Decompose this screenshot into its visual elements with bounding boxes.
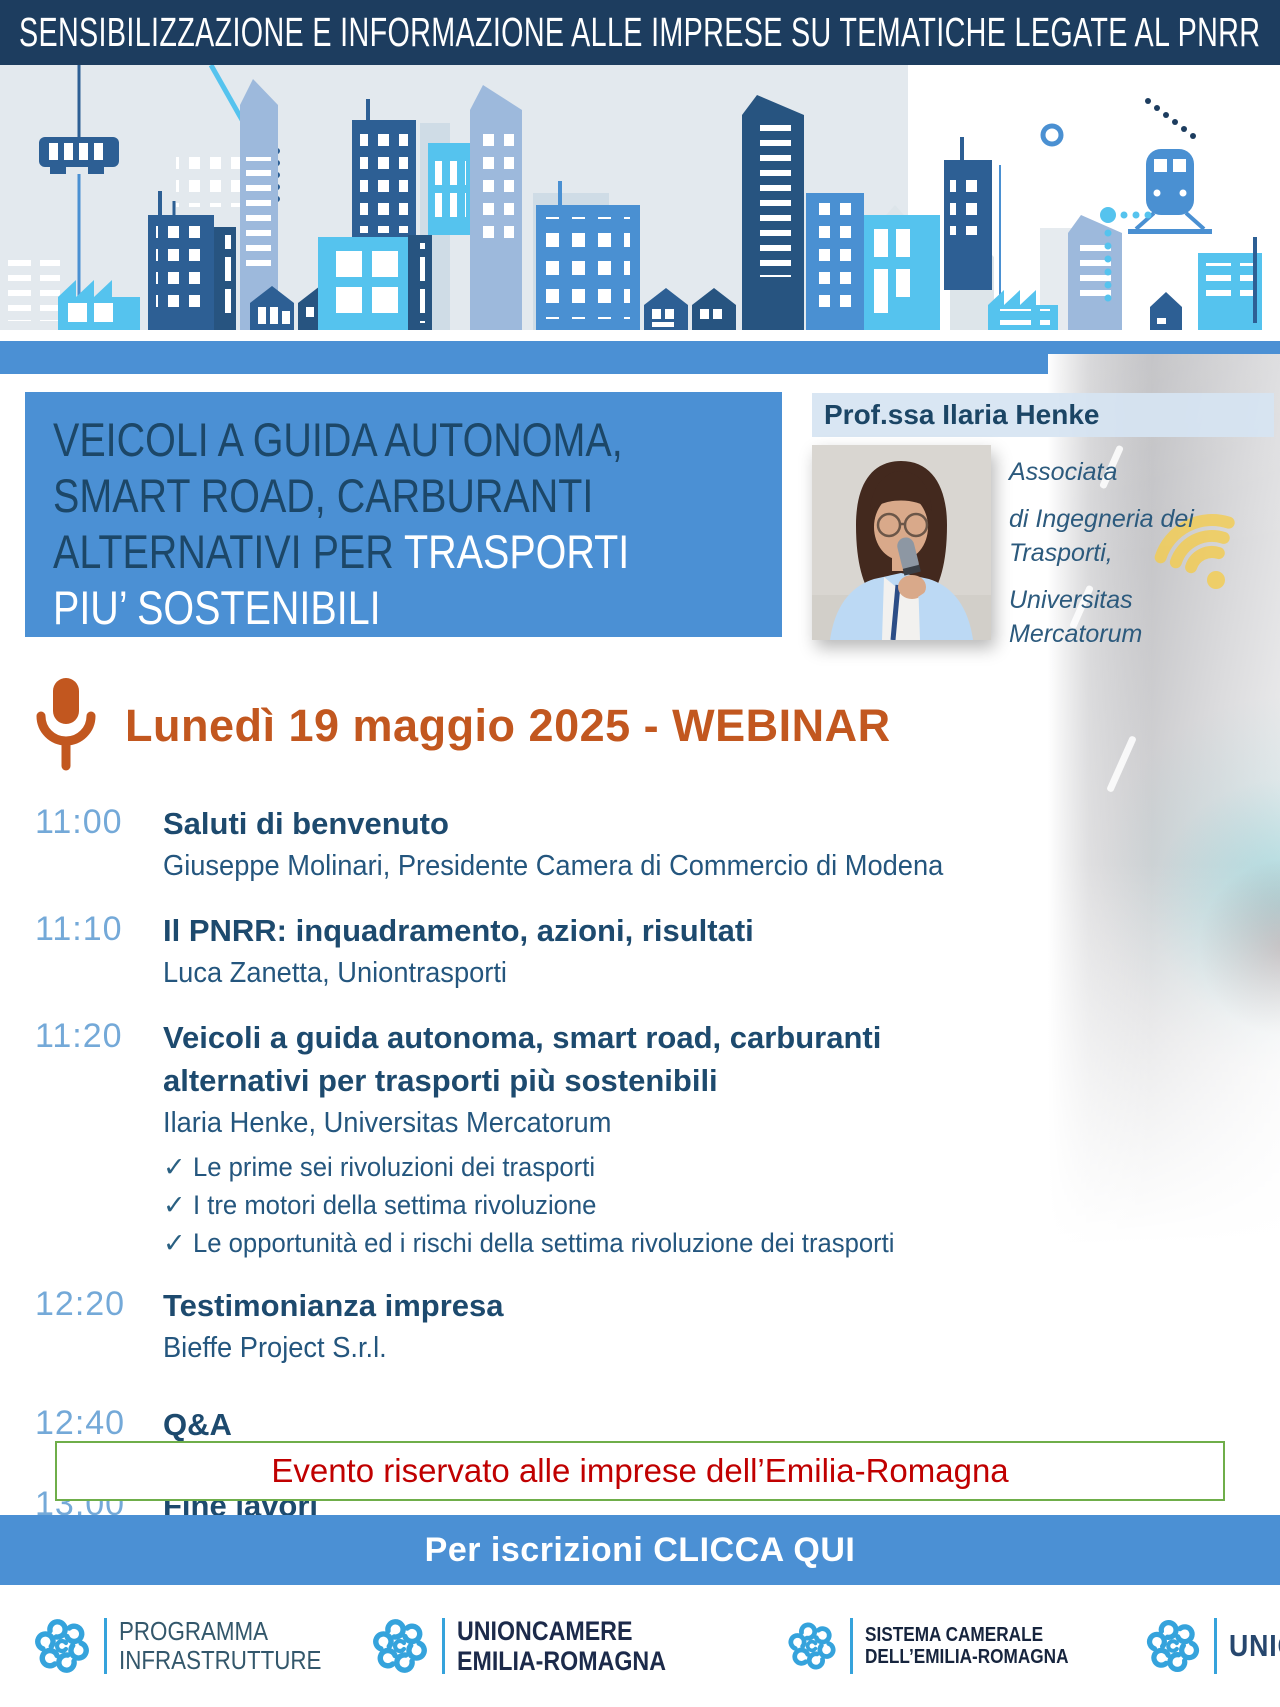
agenda-bullets: ✓ Le prime sei rivoluzioni dei trasporti… [163, 1148, 1280, 1262]
speaker-role-line: Associata [1009, 458, 1118, 486]
agenda-time: 11:10 [35, 910, 123, 948]
logo-unioncamere-emilia-romagna: UNIONCAMERE EMILIA-ROMAGNA [368, 1614, 700, 1678]
registration-link[interactable]: Per iscrizioni CLICCA QUI [424, 1530, 856, 1569]
restricted-notice-box: Evento riservato alle imprese dell’Emili… [55, 1441, 1225, 1501]
agenda-item: 12:20 Testimonianza impresa Bieffe Proje… [35, 1284, 1280, 1365]
speaker-roles: Associata di Ingegneria dei Trasporti, U… [1009, 445, 1259, 664]
checkmark-icon: ✓ [163, 1228, 186, 1258]
city-skyline-illustration [0, 65, 1280, 330]
logo-programma-infrastrutture: PROGRAMMA INFRASTRUTTURE [30, 1614, 354, 1678]
logo-divider [850, 1618, 854, 1674]
speaker-card: Prof.ssa Ilaria Henke [812, 392, 1274, 664]
logo-uniontrasporti: UNIONTRASPORTI [1142, 1615, 1280, 1677]
agenda-title: Saluti di benvenuto [163, 806, 449, 841]
logo-text: PROGRAMMA INFRASTRUTTURE [119, 1615, 322, 1675]
logo-divider [442, 1618, 446, 1674]
checkmark-icon: ✓ [163, 1152, 186, 1182]
agenda-subtitle: Luca Zanetta, Uniontrasporti [163, 957, 507, 989]
event-title-box: VEICOLI A GUIDA AUTONOMA, SMART ROAD, CA… [25, 392, 782, 637]
registration-cta-banner[interactable]: Per iscrizioni CLICCA QUI [0, 1515, 1280, 1585]
swirl-icon [30, 1614, 94, 1678]
speaker-role-line: Universitas Mercatorum [1009, 586, 1143, 648]
agenda-subtitle: Ilaria Henke, Universitas Mercatorum [163, 1107, 612, 1139]
title-line-3: ALTERNATIVI PER TRASPORTI [53, 525, 630, 578]
agenda-time: 12:20 [35, 1285, 126, 1323]
agenda: 11:00 Saluti di benvenuto Giuseppe Molin… [0, 802, 1280, 1527]
agenda-subtitle: Bieffe Project S.r.l. [163, 1332, 387, 1364]
agenda-item: 11:00 Saluti di benvenuto Giuseppe Molin… [35, 802, 1280, 883]
logo-sistema-camerale: SISTEMA CAMERALE DELL’EMILIA-ROMAGNA [784, 1618, 1102, 1674]
title-line-2: SMART ROAD, CARBURANTI [53, 469, 594, 522]
agenda-time: 12:40 [35, 1404, 126, 1442]
logo-text: UNIONTRASPORTI [1229, 1627, 1280, 1663]
logo-divider [104, 1618, 107, 1674]
title-line-4: PIU’ SOSTENIBILI [53, 581, 381, 634]
swirl-icon [1142, 1615, 1204, 1677]
main-content: VEICOLI A GUIDA AUTONOMA, SMART ROAD, CA… [0, 354, 1280, 1523]
restricted-notice-text: Evento riservato alle imprese dell’Emili… [271, 1452, 1009, 1489]
swirl-icon [784, 1618, 840, 1674]
microphone-icon [27, 674, 103, 779]
agenda-bullet: ✓ Le prime sei rivoluzioni dei trasporti [163, 1148, 1280, 1186]
agenda-title: Testimonianza impresa [163, 1288, 504, 1323]
footer-logos: PROGRAMMA INFRASTRUTTURE UNIONCAMERE EMI… [0, 1585, 1280, 1707]
road-photo-background [1048, 354, 1280, 1414]
agenda-title: Q&A [163, 1407, 232, 1442]
divider-strip [0, 330, 1280, 341]
date-row: Lunedì 19 maggio 2025 - WEBINAR [15, 676, 1280, 776]
top-banner: SENSIBILIZZAZIONE E INFORMAZIONE ALLE IM… [0, 0, 1280, 65]
speaker-name-bar: Prof.ssa Ilaria Henke [812, 393, 1274, 437]
event-date: Lunedì 19 maggio 2025 - WEBINAR [125, 700, 891, 751]
title-line-1: VEICOLI A GUIDA AUTONOMA, [53, 413, 623, 466]
swirl-icon [368, 1614, 432, 1678]
agenda-bullet: ✓ I tre motori della settima rivoluzione [163, 1186, 1280, 1224]
speaker-role-line: di Ingegneria dei Trasporti, [1009, 505, 1194, 567]
logo-text: SISTEMA CAMERALE DELL’EMILIA-ROMAGNA [865, 1623, 1069, 1668]
speaker-name: Prof.ssa Ilaria Henke [824, 399, 1100, 430]
logo-text: UNIONCAMERE EMILIA-ROMAGNA [457, 1615, 667, 1676]
agenda-subtitle: Giuseppe Molinari, Presidente Camera di … [163, 850, 944, 882]
agenda-item: 11:20 Veicoli a guida autonoma, smart ro… [35, 1016, 1280, 1262]
agenda-item: 12:40 Q&A [35, 1403, 1280, 1446]
agenda-time: 11:00 [35, 803, 123, 841]
banner-text: SENSIBILIZZAZIONE E INFORMAZIONE ALLE IM… [19, 9, 1261, 55]
agenda-item: 11:10 Il PNRR: inquadramento, azioni, ri… [35, 909, 1280, 990]
checkmark-icon: ✓ [163, 1190, 186, 1220]
agenda-title: Il PNRR: inquadramento, azioni, risultat… [163, 913, 754, 948]
speaker-photo [812, 445, 991, 641]
agenda-time: 11:20 [35, 1017, 123, 1055]
logo-divider [1214, 1618, 1218, 1674]
agenda-bullet: ✓ Le opportunità ed i rischi della setti… [163, 1224, 1280, 1262]
agenda-title: Veicoli a guida autonoma, smart road, ca… [163, 1020, 882, 1098]
